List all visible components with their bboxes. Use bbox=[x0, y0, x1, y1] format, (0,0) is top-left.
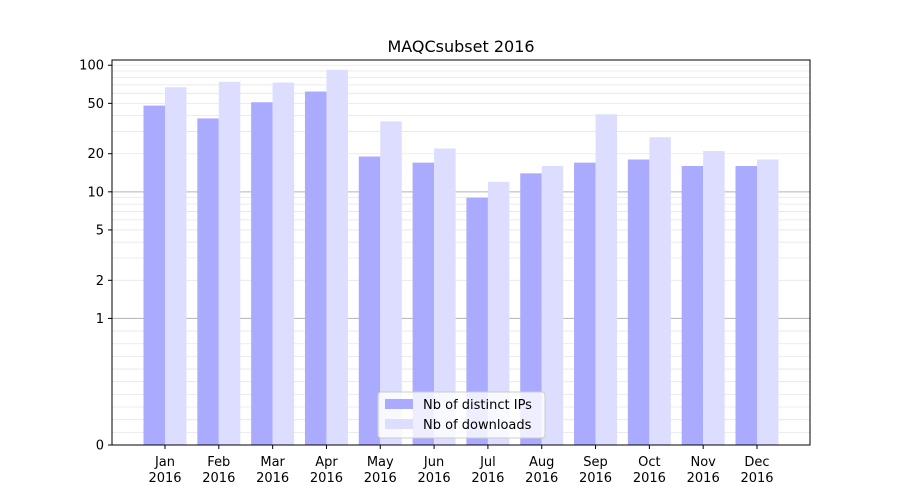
plot-frame bbox=[111, 59, 811, 446]
bar bbox=[649, 137, 671, 446]
x-tick-label-line: 2016 bbox=[202, 471, 235, 486]
x-tick-label-line: 2016 bbox=[740, 471, 773, 486]
bar bbox=[574, 162, 596, 445]
bar bbox=[681, 165, 704, 446]
x-tick-label: Apr 2016 bbox=[310, 455, 343, 486]
x-tick-label: Oct 2016 bbox=[633, 455, 666, 486]
x-tick-label-line: Jun bbox=[423, 455, 444, 470]
y-tick-label: 100 bbox=[79, 59, 104, 74]
x-tick-label: Nov 2016 bbox=[687, 455, 720, 486]
bar bbox=[165, 87, 187, 445]
x-tick-label-line: 2016 bbox=[471, 471, 504, 486]
bar bbox=[304, 91, 327, 445]
y-axis: 0 1 2 5 10 20 50 100 bbox=[79, 59, 112, 454]
x-tick-label-line: 2016 bbox=[687, 471, 720, 486]
x-tick-label-line: Sep bbox=[583, 455, 608, 470]
x-tick-label-line: May bbox=[367, 455, 394, 470]
legend-swatch bbox=[385, 399, 413, 409]
x-tick-label: Aug 2016 bbox=[525, 455, 558, 486]
y-tick-label: 0 bbox=[96, 439, 104, 454]
x-tick-label: May 2016 bbox=[364, 455, 397, 486]
bar bbox=[434, 148, 456, 445]
y-tick-label: 50 bbox=[87, 97, 104, 112]
bar bbox=[380, 121, 402, 445]
legend-label: Nb of distinct IPs bbox=[423, 398, 532, 413]
bar bbox=[466, 197, 488, 445]
x-tick-label-line: Apr bbox=[315, 455, 338, 470]
x-tick-label-line: 2016 bbox=[525, 471, 558, 486]
x-tick-label-line: Aug bbox=[529, 455, 554, 470]
x-tick-label: Jul 2016 bbox=[471, 455, 504, 486]
x-tick-label-line: Jan bbox=[154, 455, 175, 470]
bar bbox=[627, 159, 650, 445]
bar bbox=[735, 165, 757, 446]
x-tick-label: Mar 2016 bbox=[256, 455, 289, 486]
x-tick-label-line: Dec bbox=[744, 455, 769, 470]
bar bbox=[412, 162, 435, 445]
legend-label: Nb of downloads bbox=[423, 418, 532, 433]
x-tick-label: Feb 2016 bbox=[202, 455, 235, 486]
bar bbox=[703, 151, 725, 445]
x-tick-label-line: 2016 bbox=[310, 471, 343, 486]
bar bbox=[595, 114, 618, 445]
y-tick-label: 1 bbox=[96, 312, 104, 327]
x-tick-label: Jun 2016 bbox=[418, 455, 451, 486]
x-tick-label: Jan 2016 bbox=[148, 455, 181, 486]
chart-title: MAQCsubset 2016 bbox=[387, 37, 534, 56]
bar bbox=[326, 69, 348, 446]
legend-box bbox=[377, 391, 546, 439]
x-tick-label-line: 2016 bbox=[364, 471, 397, 486]
y-tick-label: 10 bbox=[87, 185, 104, 200]
y-tick-label: 20 bbox=[87, 147, 104, 162]
x-tick-label-line: 2016 bbox=[633, 471, 666, 486]
bar bbox=[757, 159, 779, 445]
bar bbox=[251, 102, 273, 445]
x-tick-label-line: Feb bbox=[207, 455, 230, 470]
bar-series-group bbox=[143, 69, 779, 446]
x-tick-label-line: Jul bbox=[479, 455, 496, 470]
legend-swatch bbox=[385, 419, 413, 429]
legend: Nb of distinct IPs Nb of downloads bbox=[377, 391, 546, 439]
bar bbox=[272, 82, 295, 445]
x-tick-label-line: Nov bbox=[690, 455, 716, 470]
x-tick-label-line: 2016 bbox=[579, 471, 612, 486]
bar bbox=[218, 81, 241, 445]
x-tick-label-line: 2016 bbox=[418, 471, 451, 486]
x-tick-label-line: Oct bbox=[638, 455, 660, 470]
x-tick-label-line: 2016 bbox=[148, 471, 181, 486]
bar bbox=[197, 118, 219, 445]
x-tick-label: Dec 2016 bbox=[740, 455, 773, 486]
y-tick-label: 2 bbox=[96, 274, 104, 289]
x-tick-label-line: Mar bbox=[260, 455, 285, 470]
bar bbox=[541, 165, 564, 446]
bar bbox=[520, 173, 542, 445]
y-tick-label: 5 bbox=[96, 223, 104, 238]
bar bbox=[487, 181, 510, 445]
x-tick-label: Sep 2016 bbox=[579, 455, 612, 486]
bar bbox=[143, 105, 165, 446]
x-tick-label-line: 2016 bbox=[256, 471, 289, 486]
bar bbox=[358, 156, 381, 446]
